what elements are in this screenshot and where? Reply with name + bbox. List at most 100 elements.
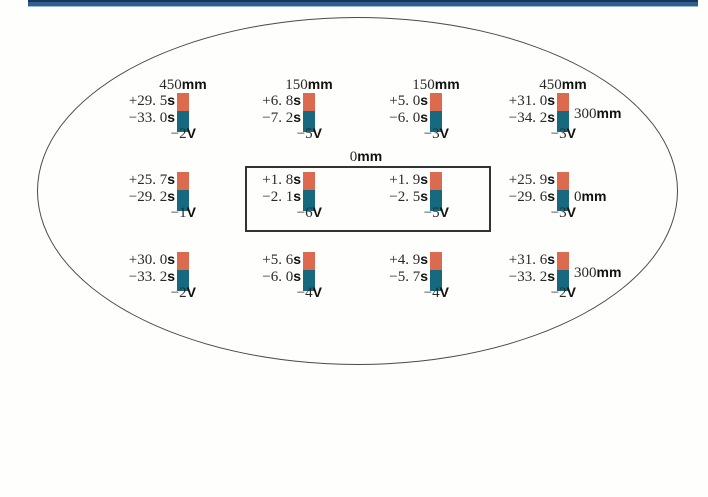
voltage-value: −3V — [551, 125, 576, 142]
row-position-unit: mm — [596, 264, 622, 280]
top-accent-bar — [28, 0, 698, 7]
volt-number: −4 — [296, 285, 313, 301]
volt-unit: V — [566, 204, 576, 220]
volt-number: −2 — [170, 126, 187, 142]
time-unit: s — [547, 109, 555, 125]
time-unit: s — [547, 171, 555, 187]
position-label-value: 450 — [159, 77, 182, 93]
negative-bar-segment — [177, 270, 189, 291]
negative-bar-segment — [430, 270, 442, 291]
minus-number: −5. 7 — [389, 269, 421, 285]
positive-bar-segment — [557, 172, 569, 190]
minus-number: −6. 0 — [262, 269, 294, 285]
time-unit: s — [420, 251, 428, 267]
volt-unit: V — [566, 284, 576, 300]
positive-bar-segment — [177, 252, 189, 270]
minus-number: −2. 1 — [262, 189, 294, 205]
time-unit: s — [293, 109, 301, 125]
positive-bar-segment — [430, 252, 442, 270]
ellipse-outline — [37, 17, 678, 365]
charge-bar-icon — [177, 252, 189, 291]
plus-number: +30. 0 — [128, 252, 168, 268]
negative-time-value: −34. 2s — [509, 109, 555, 126]
charge-bar-icon — [303, 93, 315, 132]
charge-bar-icon — [430, 252, 442, 291]
row-position-label: 300mm — [574, 106, 621, 122]
plus-number: +25. 7 — [128, 172, 168, 188]
positive-time-value: +30. 0s — [129, 251, 175, 268]
negative-bar-segment — [557, 111, 569, 132]
negative-time-value: −33. 0s — [129, 109, 175, 126]
volt-number: −6 — [296, 205, 313, 221]
time-unit: s — [420, 268, 428, 284]
negative-bar-segment — [177, 190, 189, 211]
volt-number: −3 — [550, 126, 567, 142]
voltage-value: −4V — [297, 284, 322, 301]
volt-unit: V — [312, 284, 322, 300]
charge-bar-icon — [177, 93, 189, 132]
position-label-unit: mm — [307, 76, 333, 92]
minus-number: −6. 0 — [389, 110, 421, 126]
volt-number: −5 — [296, 126, 313, 142]
negative-time-value: −29. 2s — [129, 188, 175, 205]
position-label-value: 450 — [539, 77, 562, 93]
negative-time-value: −5. 7s — [389, 268, 428, 285]
time-unit: s — [167, 251, 175, 267]
time-unit: s — [547, 268, 555, 284]
minus-number: −33. 2 — [508, 269, 548, 285]
time-unit: s — [420, 92, 428, 108]
row-position-value: 300 — [574, 265, 597, 281]
voltage-value: −3V — [551, 204, 576, 221]
positive-time-value: +25. 9s — [509, 171, 555, 188]
positive-bar-segment — [557, 93, 569, 111]
plus-number: +4. 9 — [389, 252, 421, 268]
charge-bar-icon — [430, 93, 442, 132]
negative-bar-segment — [177, 111, 189, 132]
negative-bar-segment — [303, 190, 315, 211]
voltage-value: −2V — [551, 284, 576, 301]
positive-bar-segment — [430, 93, 442, 111]
voltage-value: −5V — [297, 125, 322, 142]
voltage-value: −6V — [297, 204, 322, 221]
negative-bar-segment — [303, 270, 315, 291]
row-position-label: 300mm — [574, 265, 621, 281]
volt-unit: V — [439, 204, 449, 220]
time-unit: s — [420, 171, 428, 187]
positive-time-value: +31. 0s — [509, 92, 555, 109]
volt-unit: V — [312, 125, 322, 141]
negative-time-value: −29. 6s — [509, 188, 555, 205]
charge-bar-icon — [557, 172, 569, 211]
minus-number: −7. 2 — [262, 110, 294, 126]
minus-number: −29. 2 — [128, 189, 168, 205]
negative-bar-segment — [430, 190, 442, 211]
voltage-value: −2V — [171, 284, 196, 301]
volt-number: −3 — [550, 205, 567, 221]
minus-number: −29. 6 — [508, 189, 548, 205]
position-label: 450mm — [155, 77, 211, 93]
time-unit: s — [420, 188, 428, 204]
volt-unit: V — [186, 284, 196, 300]
positive-bar-segment — [303, 93, 315, 111]
time-unit: s — [420, 109, 428, 125]
volt-number: −2 — [170, 285, 187, 301]
positive-time-value: +1. 9s — [389, 171, 428, 188]
negative-time-value: −33. 2s — [129, 268, 175, 285]
charge-bar-icon — [177, 172, 189, 211]
volt-number: −1 — [170, 205, 187, 221]
position-label: 450mm — [535, 77, 591, 93]
volt-number: −2 — [550, 285, 567, 301]
plus-number: +31. 6 — [508, 252, 548, 268]
position-label-unit: mm — [561, 76, 587, 92]
positive-time-value: +5. 6s — [262, 251, 301, 268]
position-label-value: 150 — [412, 77, 435, 93]
positive-bar-segment — [303, 252, 315, 270]
time-unit: s — [293, 188, 301, 204]
plus-number: +25. 9 — [508, 172, 548, 188]
plus-number: +1. 9 — [389, 172, 421, 188]
time-unit: s — [167, 268, 175, 284]
minus-number: −33. 2 — [128, 269, 168, 285]
positive-time-value: +29. 5s — [129, 92, 175, 109]
row-position-value: 0 — [574, 189, 582, 205]
center-region-rect — [245, 166, 491, 232]
